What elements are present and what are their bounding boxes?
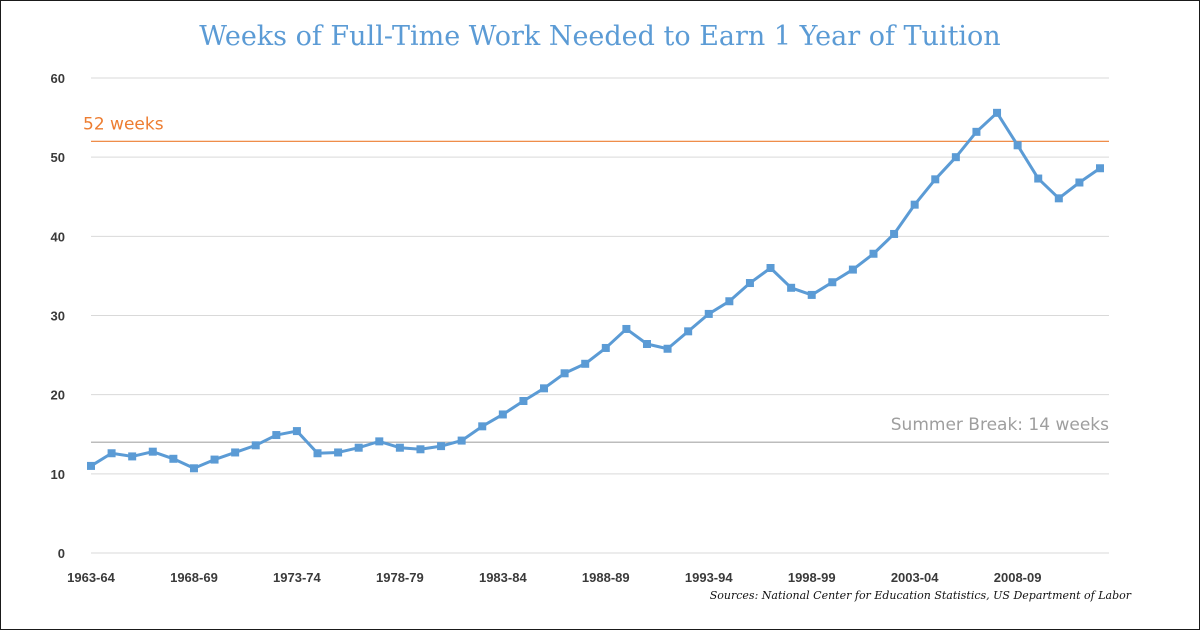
data-point: [1075, 178, 1084, 187]
data-point: [704, 309, 713, 318]
chart-title: Weeks of Full-Time Work Needed to Earn 1…: [199, 21, 1001, 52]
data-point: [848, 265, 857, 274]
y-tick-label: 50: [51, 150, 65, 165]
y-tick-label: 20: [51, 388, 65, 403]
data-point: [581, 359, 590, 368]
data-point: [540, 384, 549, 393]
data-point: [725, 297, 734, 306]
data-point: [622, 324, 631, 333]
data-point: [1034, 174, 1043, 183]
data-point: [931, 175, 940, 184]
data-point: [334, 448, 343, 457]
data-point: [560, 369, 569, 378]
data-point: [807, 290, 816, 299]
data-point: [395, 443, 404, 452]
x-tick-label: 1963-64: [67, 570, 115, 585]
x-tick-label: 1983-84: [479, 570, 527, 585]
x-tick-label: 1978-79: [376, 570, 424, 585]
data-point: [519, 397, 528, 405]
data-point: [663, 344, 672, 353]
y-tick-label: 30: [51, 309, 65, 324]
x-tick-label: 2003-04: [891, 570, 939, 585]
data-point: [1054, 194, 1063, 203]
data-point: [251, 441, 260, 450]
data-point: [745, 279, 754, 288]
x-tick-label: 1988-89: [582, 570, 630, 585]
data-point: [416, 445, 425, 454]
data-point: [910, 200, 919, 209]
data-point: [107, 449, 116, 458]
y-tick-label: 10: [51, 467, 65, 482]
data-point: [457, 436, 466, 445]
data-point: [375, 437, 384, 446]
data-point: [828, 278, 837, 287]
reference-label: Summer Break: 14 weeks: [891, 415, 1109, 435]
data-point: [972, 127, 981, 136]
data-point: [292, 427, 301, 436]
data-point: [787, 283, 796, 292]
data-point: [87, 461, 95, 470]
data-point: [354, 443, 363, 452]
data-point: [128, 452, 137, 461]
reference-label: 52 weeks: [83, 114, 164, 134]
x-tick-label: 1973-74: [273, 570, 321, 585]
data-point: [869, 249, 878, 258]
y-tick-label: 0: [58, 546, 65, 561]
y-tick-label: 60: [51, 71, 65, 86]
x-tick-label: 1998-99: [788, 570, 836, 585]
data-point: [313, 449, 322, 458]
data-point: [601, 343, 610, 352]
data-point: [231, 448, 240, 457]
data-point: [1096, 164, 1104, 173]
y-tick-label: 40: [51, 229, 65, 244]
x-tick-label: 2008-09: [994, 570, 1042, 585]
data-point: [993, 108, 1002, 117]
data-point: [478, 422, 487, 431]
data-point: [498, 410, 507, 419]
data-point: [169, 454, 178, 463]
data-point: [684, 327, 693, 336]
data-point: [210, 455, 219, 464]
data-point: [1013, 141, 1022, 150]
source-note: Sources: National Center for Education S…: [709, 589, 1131, 602]
data-point: [766, 264, 775, 272]
data-point: [951, 153, 960, 162]
data-point: [437, 442, 446, 451]
x-tick-label: 1993-94: [685, 570, 733, 585]
x-tick-label: 1968-69: [170, 570, 218, 585]
data-point: [272, 431, 281, 440]
data-point: [148, 447, 157, 456]
data-point: [642, 340, 651, 348]
data-point: [189, 464, 198, 473]
data-point: [890, 229, 899, 238]
